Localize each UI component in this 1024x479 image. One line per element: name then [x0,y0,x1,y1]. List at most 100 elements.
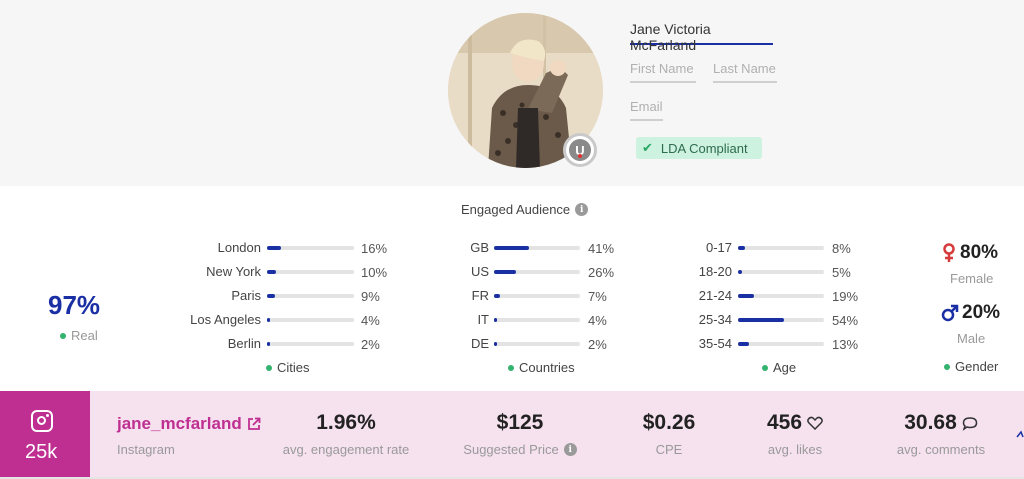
cities-row: Berlin 2% [0,336,400,360]
engaged-audience-title: Engaged Audience i [461,202,589,217]
age-row: 21-24 19% [0,288,880,312]
comments-stat: 30.68 avg. comments [896,411,986,457]
gender-caption: Gender [944,359,998,374]
age-label: 35-54 [698,336,732,351]
male-icon [941,304,959,322]
countries-caption: Countries [508,360,575,375]
age-bar-track [738,270,824,274]
countries-bar-fill [494,246,530,250]
lda-compliant-badge: ✔ LDA Compliant [636,137,762,159]
countries-percent: 7% [588,289,607,304]
countries-bar-track [494,246,580,250]
likes-stat: 456 avg. likes [766,411,823,457]
real-audience-value: 97% [48,290,101,320]
cities-row: London 16% [0,240,400,264]
countries-label: IT [477,312,489,327]
instagram-tile[interactable]: 25k [0,391,90,477]
platform-label: Instagram [117,442,175,457]
profile-header: U Jane Victoria McFarland First Name Las… [0,0,1024,186]
age-percent: 8% [832,241,851,256]
cities-breakdown: London 16% New York 10% Paris 9% Los Angeles 4%… [0,240,400,360]
age-label: 25-34 [698,312,732,327]
divider [0,477,1024,479]
scroll-right-icon[interactable] [1014,429,1024,439]
age-row: 18-20 5% [0,264,880,288]
female-label: Female [950,271,994,286]
status-dot-icon [60,332,66,339]
cities-bar-fill [267,318,271,322]
cities-percent: 4% [361,313,380,328]
cities-percent: 10% [361,265,388,280]
countries-percent: 41% [588,241,615,256]
age-percent: 5% [832,265,851,280]
age-label: 21-24 [698,288,732,303]
cities-label: New York [206,264,261,279]
cities-label: Los Angeles [190,312,261,327]
age-breakdown: 0-17 8% 18-20 5% 21-24 19% 25-34 54% 35-54 13% [0,240,880,360]
status-dot-icon [944,363,950,370]
cities-bar-track [267,318,354,322]
countries-breakdown: GB 41% US 26% FR 7% IT 4% DE 2% [0,240,640,360]
age-bar-fill [738,270,743,274]
cities-label: London [217,240,261,255]
age-caption: Age [762,360,796,375]
cities-bar-track [267,342,354,346]
cities-label: Berlin [227,336,261,351]
countries-bar-track [494,342,580,346]
countries-bar-track [494,270,580,274]
followers-count: 25k [25,441,58,463]
countries-label: FR [471,288,489,303]
countries-row: FR 7% [0,288,640,312]
stats-bar: 25k jane_mcfarland Instagram 1.96% avg. … [0,391,1024,479]
first-name-input[interactable]: First Name [630,61,696,83]
countries-bar-fill [494,270,517,274]
profile-handle-link[interactable]: jane_mcfarland [117,414,261,434]
email-input[interactable]: Email [630,99,663,121]
badge-logo-icon: U [569,139,591,161]
info-icon[interactable]: i [563,443,577,456]
cities-percent: 16% [361,241,388,256]
countries-label: DE [470,336,489,351]
check-icon: ✔ [642,140,653,155]
female-share: 80% [941,242,998,264]
engagement-rate-stat: 1.96% avg. engagement rate [282,411,410,457]
cities-caption: Cities [266,360,310,375]
countries-bar-fill [494,294,501,298]
full-name-field[interactable]: Jane Victoria McFarland [630,21,773,53]
instagram-icon [31,410,53,432]
male-share: 20% [941,302,1000,324]
external-link-icon[interactable] [247,417,261,431]
countries-bar-track [494,318,580,322]
cities-bar-fill [267,246,281,250]
cities-bar-fill [267,342,270,346]
countries-bar-track [494,294,580,298]
cities-label: Paris [231,288,261,303]
comment-icon [962,416,978,431]
cities-percent: 2% [361,337,380,352]
countries-row: US 26% [0,264,640,288]
countries-label: GB [470,240,489,255]
countries-percent: 4% [588,313,607,328]
countries-bar-fill [494,318,498,322]
age-label: 0-17 [705,240,732,255]
last-name-input[interactable]: Last Name [713,61,777,83]
cpe-stat: $0.26 CPE [642,411,696,457]
heart-icon [807,416,823,430]
avatar-photo [448,13,603,168]
status-dot-icon [762,364,768,371]
age-bar-fill [738,246,745,250]
avatar[interactable] [448,13,603,168]
countries-row: DE 2% [0,336,640,360]
age-bar-track [738,294,824,298]
cities-bar-track [267,270,354,274]
age-row: 25-34 54% [0,312,880,336]
info-icon[interactable]: i [575,203,589,216]
countries-row: IT 4% [0,312,640,336]
cities-bar-track [267,246,354,250]
age-label: 18-20 [698,264,732,279]
age-bar-track [738,318,824,322]
countries-percent: 26% [588,265,615,280]
lda-label: LDA Compliant [660,140,748,156]
age-bar-track [738,246,824,250]
male-label: Male [957,331,986,346]
